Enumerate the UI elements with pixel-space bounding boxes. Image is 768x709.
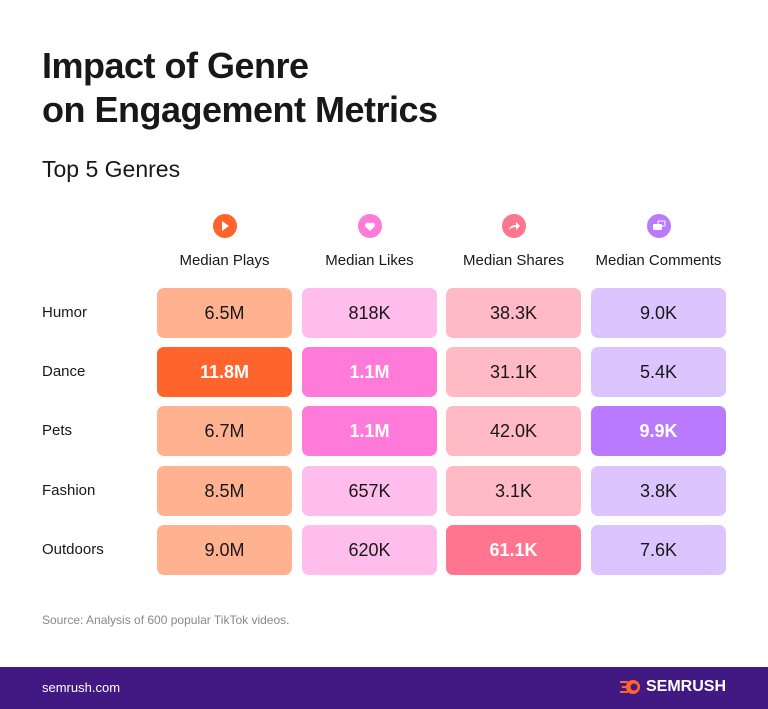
table-cell: 1.1M bbox=[302, 406, 437, 456]
share-icon bbox=[501, 214, 526, 238]
table-cell: 8.5M bbox=[157, 466, 292, 516]
table-cell: 9.9K bbox=[591, 406, 726, 456]
page-title: Impact of Genre on Engagement Metrics bbox=[42, 45, 438, 130]
table-cell: 3.1K bbox=[446, 466, 581, 516]
table-cell: 42.0K bbox=[446, 406, 581, 456]
row-label: Dance bbox=[42, 363, 86, 380]
table-cell: 1.1M bbox=[302, 347, 437, 397]
table-cell: 11.8M bbox=[157, 347, 292, 397]
column-header: Median Plays bbox=[157, 214, 292, 269]
table-cell: 31.1K bbox=[446, 347, 581, 397]
comments-icon bbox=[646, 214, 671, 238]
semrush-flame-icon bbox=[619, 680, 640, 694]
column-header: Median Likes bbox=[302, 214, 437, 269]
column-label: Median Comments bbox=[595, 252, 722, 269]
column-header: Median Shares bbox=[446, 214, 581, 269]
table-cell: 38.3K bbox=[446, 288, 581, 338]
table-cell: 620K bbox=[302, 525, 437, 575]
table-cell: 6.5M bbox=[157, 288, 292, 338]
table-cell: 5.4K bbox=[591, 347, 726, 397]
table-cell: 6.7M bbox=[157, 406, 292, 456]
table-cell: 7.6K bbox=[591, 525, 726, 575]
source-note: Source: Analysis of 600 popular TikTok v… bbox=[42, 613, 290, 627]
table-cell: 3.8K bbox=[591, 466, 726, 516]
table-cell: 818K bbox=[302, 288, 437, 338]
column-label: Median Plays bbox=[179, 252, 270, 269]
play-icon bbox=[212, 214, 237, 238]
row-label: Fashion bbox=[42, 482, 96, 499]
column-label: Median Shares bbox=[463, 252, 564, 269]
table-cell: 61.1K bbox=[446, 525, 581, 575]
column-label: Median Likes bbox=[325, 252, 414, 269]
subtitle: Top 5 Genres bbox=[42, 156, 181, 182]
row-label: Humor bbox=[42, 304, 88, 321]
column-header: Median Comments bbox=[591, 214, 726, 269]
table-cell: 657K bbox=[302, 466, 437, 516]
row-label: Outdoors bbox=[42, 541, 104, 558]
row-label: Pets bbox=[42, 422, 73, 439]
table-cell: 9.0K bbox=[591, 288, 726, 338]
heart-icon bbox=[357, 214, 382, 238]
site-link[interactable]: semrush.com bbox=[42, 680, 121, 695]
footer: semrush.com SEMRUSH bbox=[0, 667, 768, 709]
table-cell: 9.0M bbox=[157, 525, 292, 575]
semrush-logo: SEMRUSH bbox=[619, 678, 726, 696]
